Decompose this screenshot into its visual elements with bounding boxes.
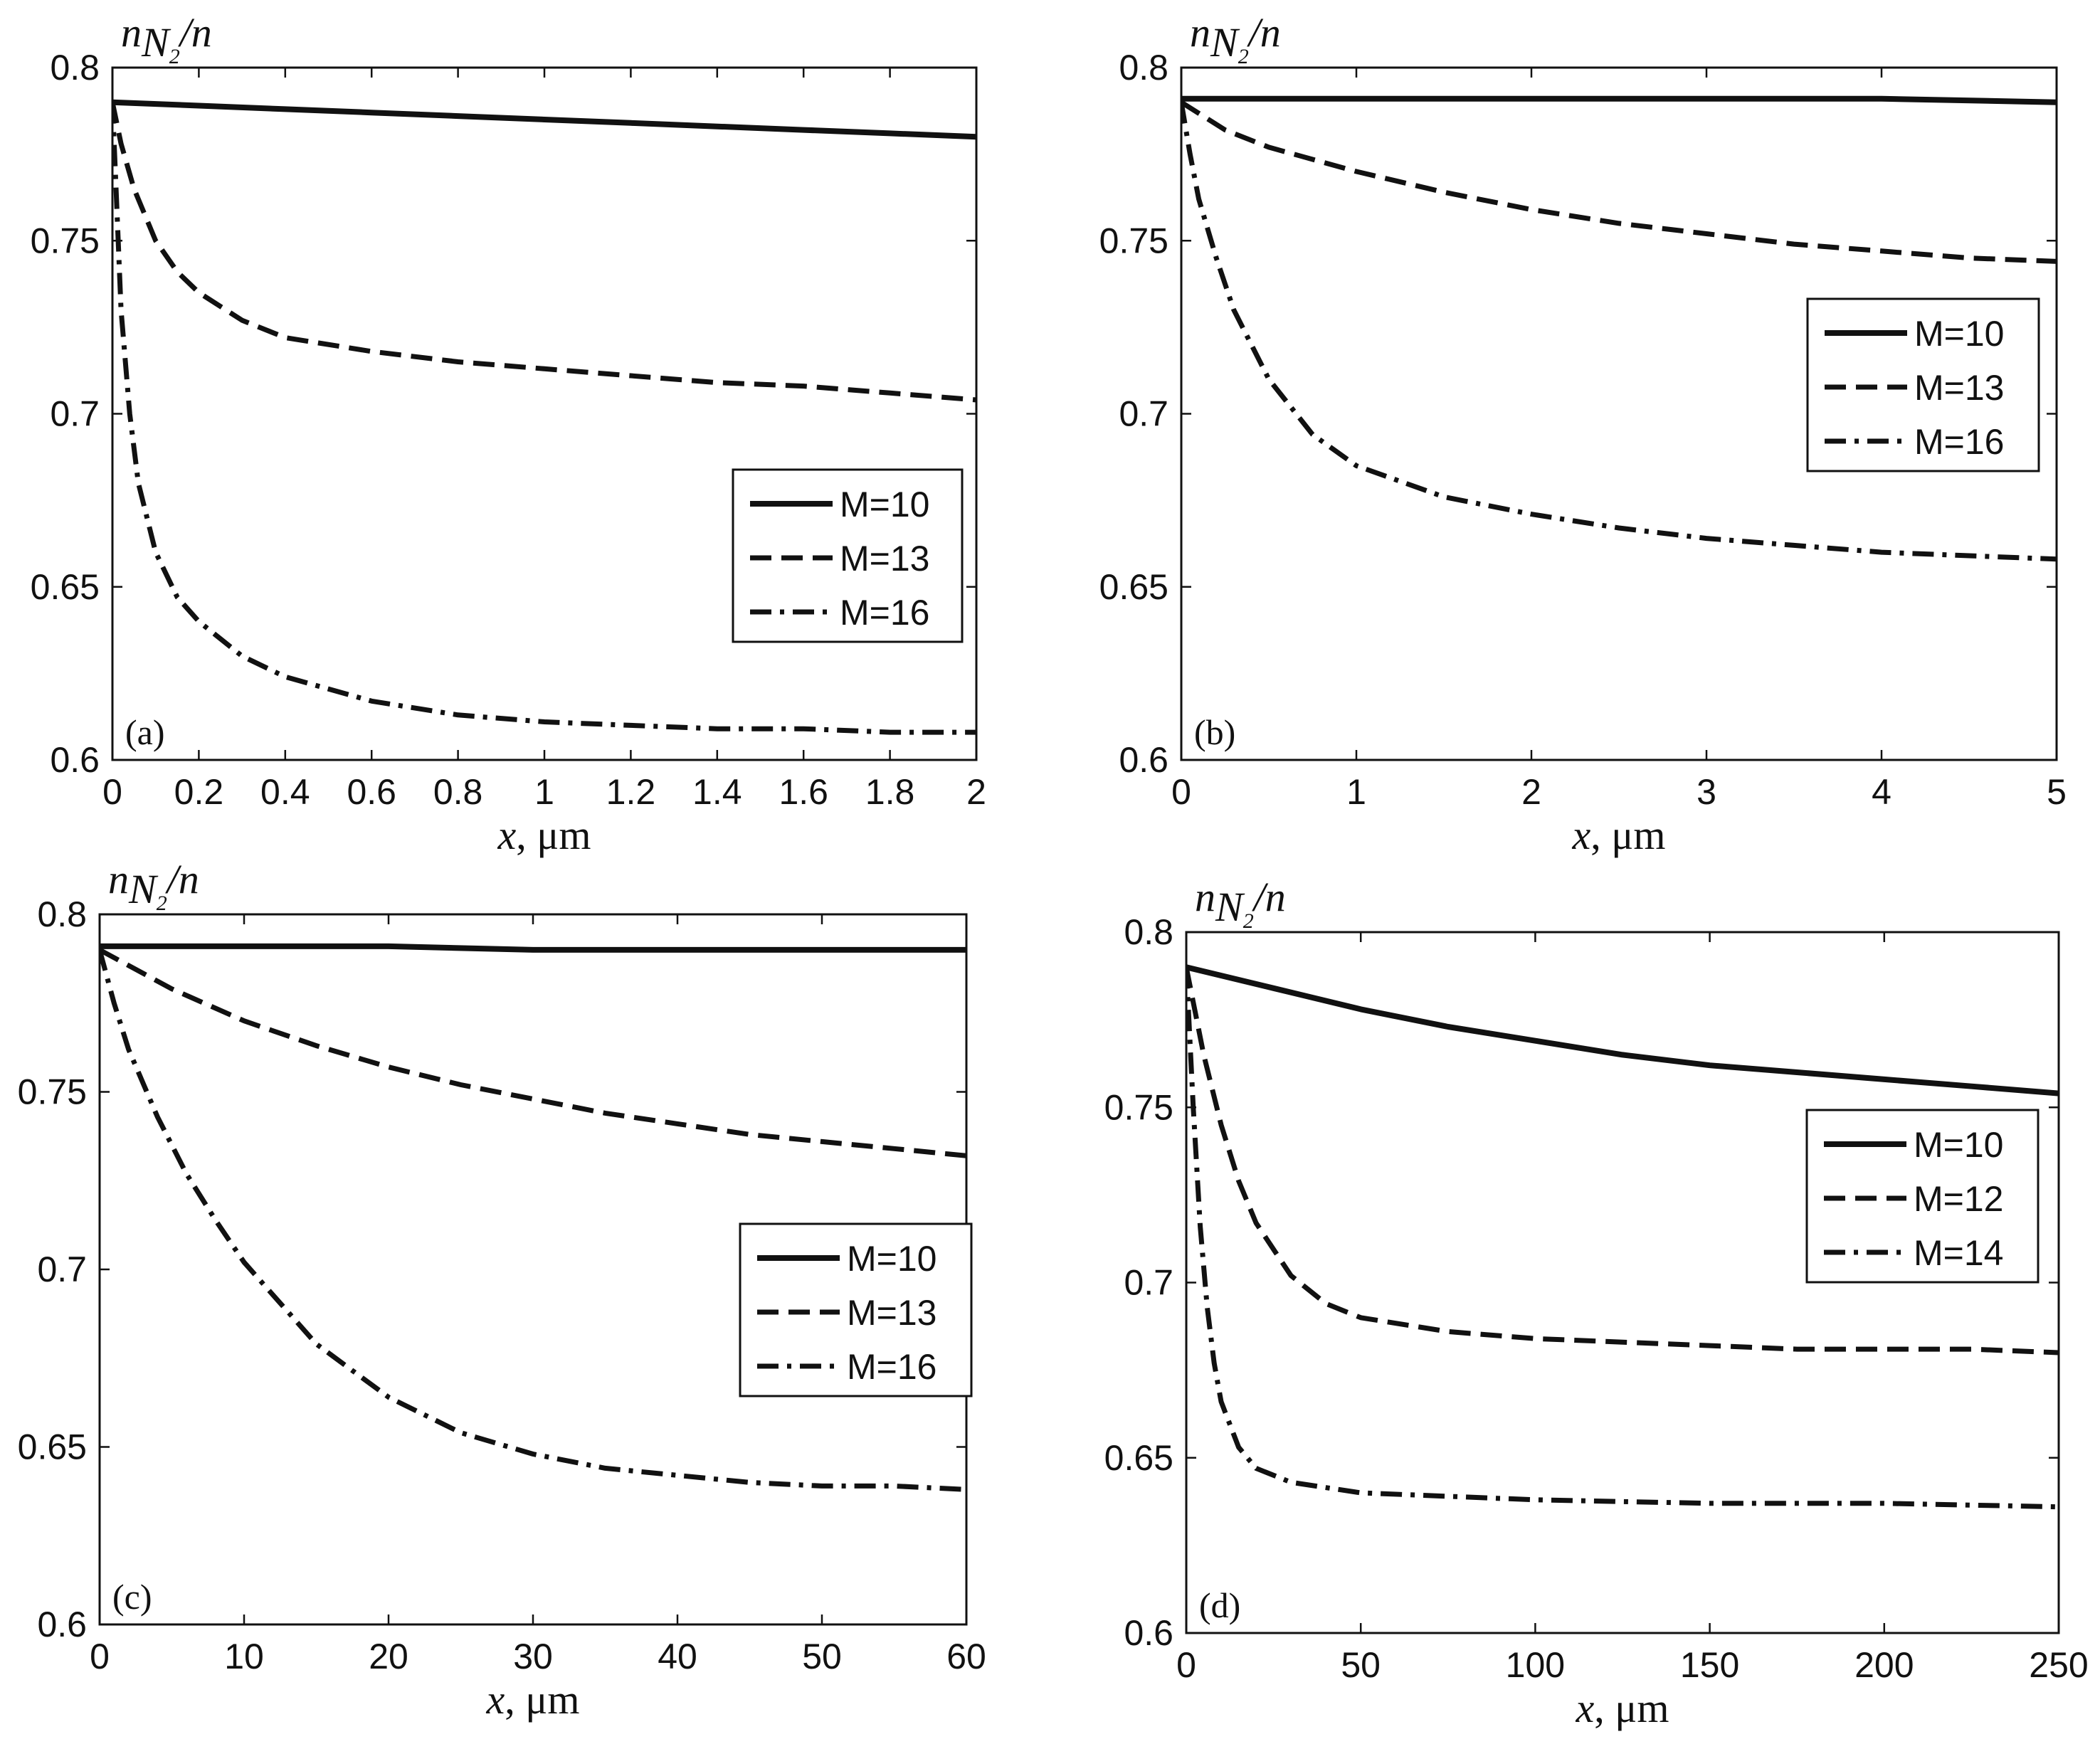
legend-box [739,1222,973,1397]
y-tick-label: 0.8 [37,894,87,934]
legend-label: M=13 [840,539,929,578]
y-tick-label: 0.75 [1104,1087,1173,1127]
y-tick-label: 0.75 [18,1072,87,1112]
x-tick-label: 0.4 [260,772,310,812]
y-tick-label: 0.7 [37,1249,87,1289]
series-line-m-13 [1181,100,2057,264]
x-tick-label: 60 [946,1637,986,1676]
x-tick-label: 150 [1680,1645,1739,1685]
x-tick-label: 2 [1521,772,1541,812]
x-tick-label: 20 [369,1637,408,1676]
legend-label: M=10 [1914,1125,2003,1165]
x-axis-label: x, μm [1576,1685,1669,1731]
series-line-m-10 [1181,95,2057,105]
legend-label: M=13 [1914,368,2004,408]
x-tick-label: 1.4 [692,772,742,812]
x-tick-label: 5 [2047,772,2067,812]
x-tick-label: 3 [1697,772,1716,812]
x-tick-label: 1 [534,772,554,812]
chart-panel-b: 0 1 2 3 4 5 0.6 0.65 0.7 0.75 0.8 x, μm nN2/n (b) M=10… [1071,0,2100,868]
y-tick-label: 0.6 [37,1605,87,1644]
series-line-m-16 [1181,102,2057,562]
chart-c: 0 10 20 30 40 50 60 0.6 0.65 0.7 0.75 0.8 x, μm nN2/n… [18,856,986,1723]
x-tick-label: 40 [658,1637,697,1676]
x-axis-label: x, μm [486,1676,580,1723]
x-tick-label: 1.6 [779,772,828,812]
series-line-m-16 [100,948,966,1492]
y-tick-label: 0.8 [50,48,100,88]
chart-panel-c: 0 10 20 30 40 50 60 0.6 0.65 0.7 0.75 0.8 x, μm nN2/n… [0,856,1029,1744]
x-tick-label: 250 [2029,1645,2088,1685]
legend-label: M=12 [1914,1179,2003,1219]
plot-frame [111,66,978,761]
x-tick-label: 1 [1346,772,1366,812]
x-tick-label: 50 [802,1637,842,1676]
x-tick-label: 0.2 [174,772,224,812]
panel-label: (b) [1194,712,1235,752]
x-tick-label: 50 [1341,1645,1381,1685]
legend-label: M=16 [840,593,929,633]
series-line-m-13 [112,101,976,403]
x-axis-label: x, μm [1572,812,1666,858]
x-tick-label: 0 [90,1637,110,1676]
x-tick-label: 0 [102,772,122,812]
x-tick-label: 1.2 [606,772,656,812]
x-tick-label: 10 [224,1637,264,1676]
chart-a: 0 0.2 0.4 0.6 0.8 1 1.2 1.4 1.6 1.8 2 0.6 0.65 0.7 0.7… [31,9,986,858]
panel-label: (a) [125,712,165,752]
y-tick-label: 0.65 [18,1427,87,1467]
y-axis-label: nN2/n [1195,874,1286,933]
x-tick-label: 100 [1506,1645,1565,1685]
legend-label: M=10 [840,485,929,524]
series-line-m-16 [112,102,976,735]
y-tick-label: 0.7 [50,394,100,434]
legend-label: M=16 [847,1347,936,1387]
y-tick-label: 0.7 [1124,1263,1173,1303]
y-axis-label: nN2/n [121,9,212,68]
x-tick-label: 0 [1176,1645,1196,1685]
panel-label: (c) [112,1577,152,1617]
y-tick-label: 0.65 [1099,567,1168,607]
x-tick-label: 0.8 [433,772,483,812]
x-tick-label: 1.8 [865,772,915,812]
series-line-m-13 [100,947,966,1158]
y-tick-label: 0.8 [1124,912,1173,952]
x-tick-label: 30 [513,1637,553,1676]
legend-label: M=10 [1914,314,2004,354]
x-tick-label: 0 [1171,772,1191,812]
series-line-m-12 [1186,966,2059,1355]
y-axis-label: nN2/n [1190,9,1281,68]
chart-d: 0 50 100 150 200 250 0.6 0.65 0.7 0.75 0.8 x, μm nN2… [1104,874,2089,1731]
y-tick-label: 0.8 [1119,48,1168,88]
y-tick-label: 0.6 [1124,1613,1173,1653]
y-tick-label: 0.75 [1099,221,1168,260]
legend-label: M=10 [847,1239,936,1279]
y-tick-label: 0.7 [1119,394,1168,434]
x-tick-label: 200 [1854,1645,1914,1685]
series-line-m-10 [100,943,966,953]
legend-label: M=16 [1914,422,2004,462]
legend-label: M=13 [847,1293,936,1333]
chart-panel-a: 0 0.2 0.4 0.6 0.8 1 1.2 1.4 1.6 1.8 2 0.6 0.65 0.7 0.7… [0,0,1029,868]
y-tick-label: 0.65 [1104,1438,1173,1478]
y-tick-label: 0.6 [1119,740,1168,780]
series-line-m-14 [1186,967,2059,1510]
legend-label: M=14 [1914,1233,2003,1273]
series-line-m-10 [112,99,976,140]
y-tick-label: 0.75 [31,221,100,260]
y-tick-label: 0.65 [31,567,100,607]
series-line-m-10 [1186,964,2059,1096]
chart-b: 0 1 2 3 4 5 0.6 0.65 0.7 0.75 0.8 x, μm nN2/n (b) M=10… [1099,9,2067,858]
y-axis-label: nN2/n [108,865,199,915]
x-tick-label: 2 [966,772,986,812]
x-axis-label: x, μm [497,812,591,858]
x-tick-label: 4 [1872,772,1891,812]
y-tick-label: 0.6 [50,740,100,780]
legend-box [1806,297,2040,472]
chart-panel-d: 0 50 100 150 200 250 0.6 0.65 0.7 0.75 0.8 x, μm nN2… [1071,865,2100,1744]
x-tick-label: 0.6 [347,772,396,812]
legend-box [1805,1109,2040,1284]
panel-label: (d) [1199,1585,1240,1625]
